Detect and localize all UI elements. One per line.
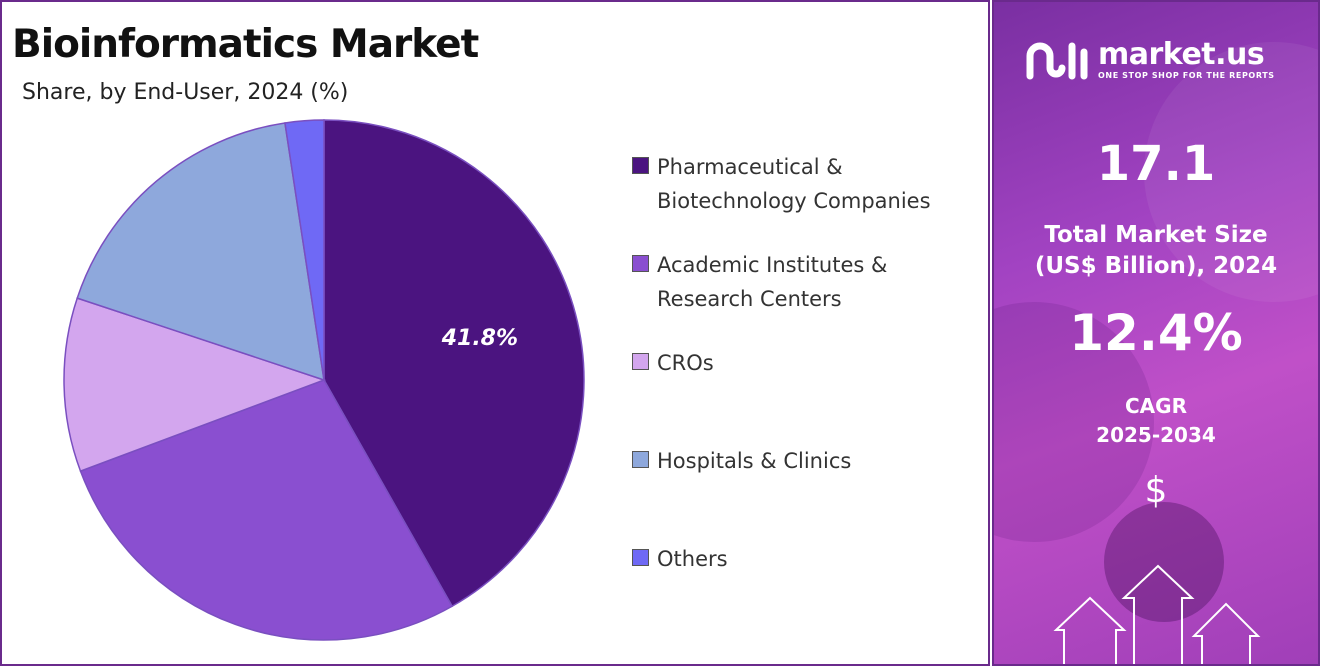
legend-item-hospitals: Hospitals & Clinics <box>632 444 977 478</box>
brand-name: market.us <box>1098 36 1265 72</box>
market-size-label-line1: Total Market Size <box>1044 222 1268 248</box>
market-size-label: Total Market Size (US$ Billion), 2024 <box>994 220 1318 282</box>
pie-slice-pharma <box>323 119 585 608</box>
brand-tagline: ONE STOP SHOP FOR THE REPORTS <box>1098 70 1275 80</box>
pie-slice-others <box>284 119 325 381</box>
stats-sidebar: market.us ONE STOP SHOP FOR THE REPORTS … <box>992 0 1320 666</box>
legend-label: Academic Institutes & <box>657 253 888 277</box>
legend-swatch <box>632 353 649 370</box>
chart-panel: Bioinformatics Market Share, by End-User… <box>0 0 990 666</box>
pie-slice-cros <box>63 297 327 473</box>
chart-title: Bioinformatics Market <box>12 22 479 67</box>
pie-slice-academic <box>79 379 454 641</box>
pie-chart: 41.8% <box>63 119 585 641</box>
legend-swatch <box>632 157 649 174</box>
legend-label: Hospitals & Clinics <box>657 449 852 473</box>
market-us-logo-icon <box>1026 42 1088 80</box>
market-size-value: 17.1 <box>1096 136 1216 192</box>
pie-data-label: 41.8% <box>441 326 518 351</box>
legend-label: Others <box>657 547 728 571</box>
legend-swatch <box>632 549 649 566</box>
pie-slice-hospitals <box>76 122 325 382</box>
legend-label: CROs <box>657 351 714 375</box>
cagr-label-line1: CAGR <box>1125 394 1187 418</box>
legend-swatch <box>632 255 649 272</box>
background-decor <box>1104 502 1224 622</box>
growth-arrows-icon <box>1053 564 1261 664</box>
dollar-icon: $ <box>1144 470 1168 511</box>
legend-label: Pharmaceutical & <box>657 155 843 179</box>
legend-label: Biotechnology Companies <box>657 189 931 213</box>
cagr-label-line2: 2025-2034 <box>1096 423 1216 447</box>
cagr-value: 12.4% <box>1069 304 1243 362</box>
brand-logo: market.us ONE STOP SHOP FOR THE REPORTS <box>1026 38 1275 80</box>
market-size-label-line2: (US$ Billion), 2024 <box>1034 253 1278 279</box>
legend-swatch <box>632 451 649 468</box>
chart-subtitle: Share, by End-User, 2024 (%) <box>22 80 349 105</box>
cagr-label: CAGR 2025-2034 <box>994 392 1318 450</box>
legend-label: Research Centers <box>657 287 842 311</box>
legend-item-academic: Academic Institutes & Research Centers <box>632 248 977 316</box>
legend-item-others: Others <box>632 542 977 576</box>
legend-item-pharma: Pharmaceutical & Biotechnology Companies <box>632 150 977 218</box>
legend-item-cros: CROs <box>632 346 977 380</box>
